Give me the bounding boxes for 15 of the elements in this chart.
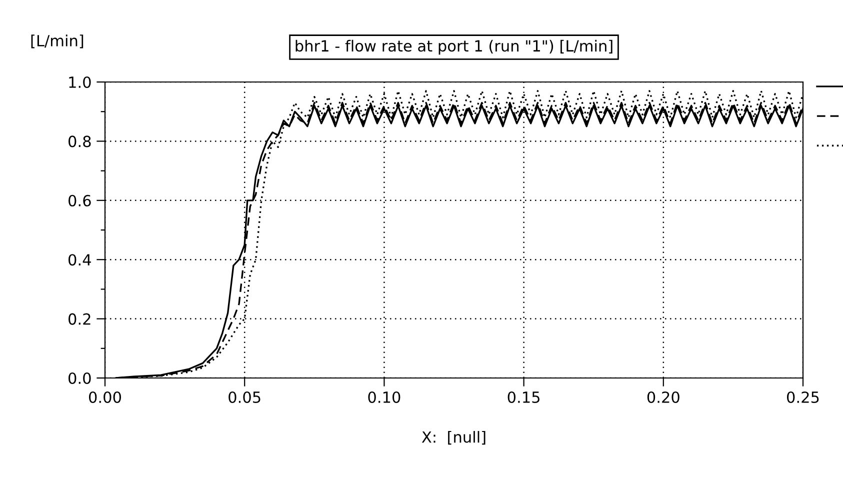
y-tick-label: 0.8 bbox=[68, 136, 91, 148]
chart-title: bhr1 - flow rate at port 1 (run "1") [L/min] bbox=[296, 40, 612, 55]
x-axis-title: X: [null] bbox=[422, 430, 486, 445]
x-tick-label: 0.20 bbox=[647, 391, 680, 404]
y-tick-label: 0.2 bbox=[68, 313, 90, 325]
x-tick-label: 0.25 bbox=[787, 391, 819, 404]
x-tick-label: 0.00 bbox=[89, 391, 121, 404]
x-tick-label: 0.15 bbox=[508, 391, 540, 404]
y-tick-label: 0.0 bbox=[68, 372, 91, 384]
y-axis-title: [L/min] bbox=[31, 34, 84, 48]
y-tick-label: 0.6 bbox=[68, 194, 91, 206]
y-tick-label: 0.4 bbox=[68, 254, 91, 266]
x-tick-label: 0.10 bbox=[368, 391, 400, 404]
y-tick-label: 1.0 bbox=[69, 76, 91, 88]
x-tick-label: 0.05 bbox=[228, 391, 260, 404]
